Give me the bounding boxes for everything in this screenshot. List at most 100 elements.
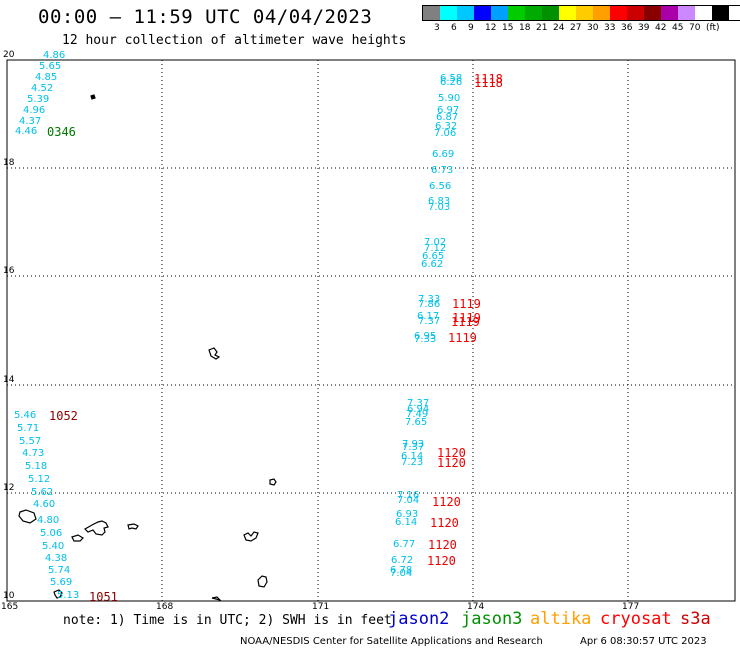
wave-height-label: 6.58 xyxy=(440,73,463,84)
wave-height-label: 5.12 xyxy=(28,474,51,485)
island-shape xyxy=(53,589,63,599)
pass-time-label: 1118 xyxy=(474,72,503,86)
pass-time-label: 1120 xyxy=(428,538,457,552)
pass-time-label: 1120 xyxy=(432,495,461,509)
wave-height-label: 7.16 xyxy=(397,490,420,501)
legend-label: 33 xyxy=(604,23,616,33)
wave-height-label: 4.80 xyxy=(37,515,60,526)
wave-height-label: 4.52 xyxy=(31,83,54,94)
legend-label: 27 xyxy=(570,23,582,33)
wave-height-label: 6.14 xyxy=(395,517,418,528)
wave-height-label: 7.33 xyxy=(414,334,437,345)
chart-title: 00:00 – 11:59 UTC 04/04/2023 xyxy=(38,6,373,28)
y-axis-label: 12 xyxy=(3,483,15,493)
island-shape xyxy=(18,509,37,524)
legend-label: (ft) xyxy=(706,23,720,33)
wave-height-label: 6.87 xyxy=(436,112,459,123)
legend-swatch xyxy=(559,6,576,20)
wave-height-label: 7.12 xyxy=(424,243,447,254)
legend-swatch xyxy=(576,6,593,20)
x-axis-label: 165 xyxy=(1,602,19,612)
legend-label: 3 xyxy=(434,23,440,33)
generated-timestamp: Apr 6 08:30:57 UTC 2023 xyxy=(580,636,707,647)
island-shape xyxy=(208,347,221,360)
wave-height-label: 6.83 xyxy=(428,196,451,207)
grid-lines xyxy=(7,60,735,601)
legend-label: 9 xyxy=(468,23,474,33)
legend-label: 39 xyxy=(638,23,650,33)
pass-time-label: 1119 xyxy=(448,331,477,345)
wave-height-label: 6.72 xyxy=(391,555,414,566)
legend-swatch xyxy=(423,6,440,20)
wave-height-label: 5.74 xyxy=(48,565,71,576)
wave-height-label: 7.02 xyxy=(424,237,447,248)
satellite-jason3-label: jason3 xyxy=(461,609,523,629)
wave-height-label: 6.78 xyxy=(390,565,413,576)
wave-height-label: 7.49 xyxy=(406,409,429,420)
legend-swatch xyxy=(678,6,695,20)
y-axis-label: 20 xyxy=(3,50,15,60)
legend-label: 21 xyxy=(536,23,548,33)
legend-labels: 3 6 9 12 15 18 21 24 27 30 33 36 39 42 45 70 (ft) xyxy=(422,21,740,35)
pass-time-label: 1051 xyxy=(89,590,118,604)
wave-height-label: 7.33 xyxy=(418,294,441,305)
legend-label: 30 xyxy=(587,23,599,33)
island-shape xyxy=(90,94,96,100)
wave-height-label: 6.14 xyxy=(401,451,424,462)
wave-height-label: 7.04 xyxy=(397,495,420,506)
pass-time-label: 1118 xyxy=(474,76,503,90)
wave-height-label: 4.73 xyxy=(22,448,45,459)
wave-height-label: 6.65 xyxy=(422,251,445,262)
legend-label: 70 xyxy=(689,23,701,33)
x-axis-label: 177 xyxy=(622,602,640,612)
satellite-altika-label: altika xyxy=(530,609,592,629)
legend-label: 36 xyxy=(621,23,633,33)
wave-height-label: 6.17 xyxy=(417,311,440,322)
wave-height-label: 6.97 xyxy=(437,105,460,116)
wave-height-label: 4.38 xyxy=(45,553,68,564)
legend-swatch xyxy=(661,6,678,20)
wave-height-label: 6.56 xyxy=(429,181,452,192)
legend-swatch xyxy=(542,6,559,20)
island-shape xyxy=(269,478,277,486)
pass-time-label: 1119 xyxy=(451,315,480,329)
wave-height-label: 7.37 xyxy=(402,442,425,453)
wave-height-label: 5.13 xyxy=(57,590,80,601)
wave-height-label: 5.46 xyxy=(14,410,37,421)
legend-swatch xyxy=(593,6,610,20)
legend-label: 42 xyxy=(655,23,667,33)
wave-height-label: 6.95 xyxy=(414,331,437,342)
legend-label: 15 xyxy=(502,23,514,33)
wave-height-label: 4.46 xyxy=(15,126,38,137)
island-outlines xyxy=(18,94,277,602)
legend-label: 24 xyxy=(553,23,565,33)
wave-height-label: 5.90 xyxy=(438,93,461,104)
credit-text: NOAA/NESDIS Center for Satellite Applica… xyxy=(240,636,543,647)
wave-height-label: 7.03 xyxy=(428,202,451,213)
wave-height-label: 7.06 xyxy=(434,128,457,139)
legend-swatch xyxy=(695,6,712,20)
x-axis-label: 168 xyxy=(156,602,174,612)
satellite-s3a-label: s3a xyxy=(680,609,711,629)
wave-height-label: 5.57 xyxy=(19,436,42,447)
wave-height-label: 5.65 xyxy=(39,61,62,72)
wave-height-label: 5.62 xyxy=(31,487,54,498)
wave-height-label: 7.86 xyxy=(418,299,441,310)
legend-swatch xyxy=(474,6,491,20)
island-shape xyxy=(127,523,139,530)
wave-height-label: 6.94 xyxy=(407,404,430,415)
wave-height-label: 5.40 xyxy=(42,541,65,552)
wave-height-label: 6.73 xyxy=(431,165,454,176)
wave-height-label: 6.26 xyxy=(440,77,463,88)
wave-height-label: 4.60 xyxy=(33,499,56,510)
island-shape xyxy=(84,520,109,536)
wave-height-label: 7.04 xyxy=(390,568,413,579)
legend-color-bar xyxy=(422,5,740,21)
wave-height-label: 4.37 xyxy=(19,116,42,127)
pass-time-label: 1120 xyxy=(430,516,459,530)
island-shape xyxy=(257,575,268,588)
legend-swatch xyxy=(712,6,729,20)
island-shape xyxy=(243,531,259,542)
wave-height-label: 4.86 xyxy=(43,50,66,61)
